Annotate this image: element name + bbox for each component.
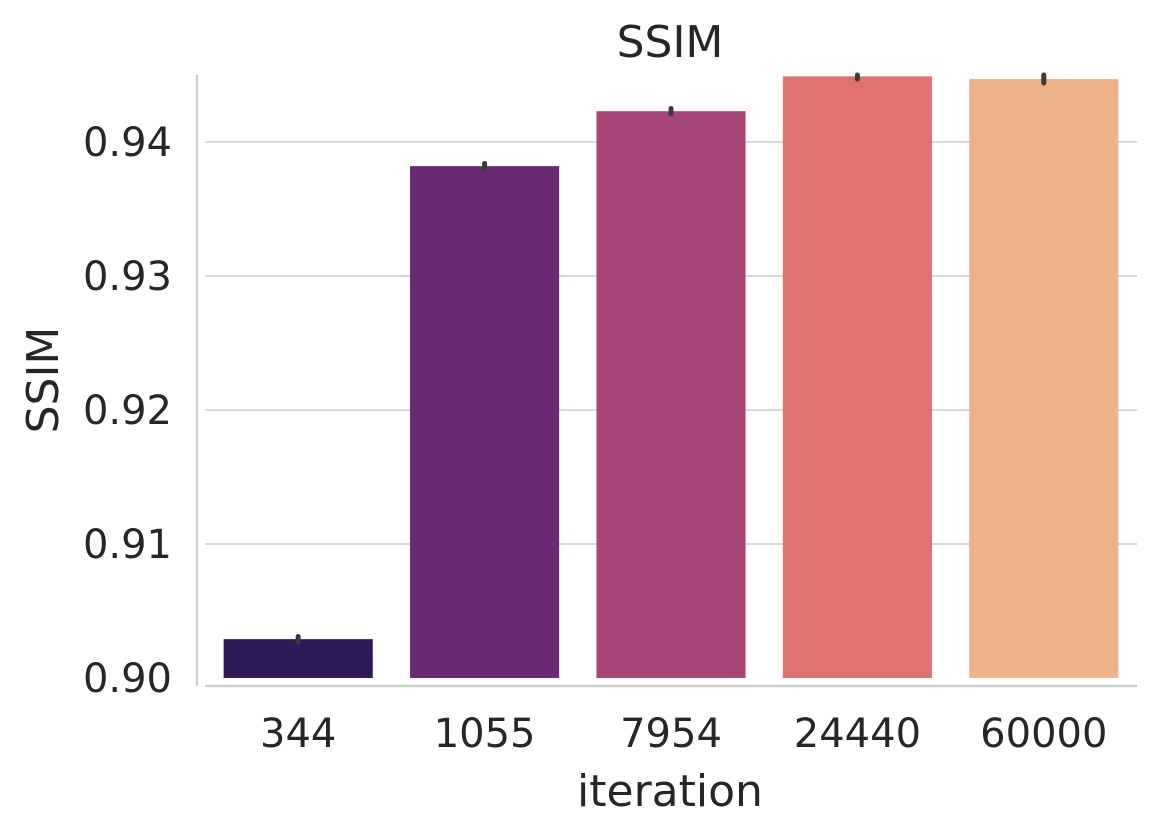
- x-tick-label-7954: 7954: [620, 711, 722, 757]
- x-axis-label: iteration: [577, 766, 763, 817]
- y-axis-label: SSIM: [18, 327, 69, 434]
- y-tick-labels: 0.90 0.91 0.92 0.93 0.94: [83, 120, 172, 702]
- y-tick-label-2: 0.92: [83, 388, 172, 434]
- bar-7954: [596, 111, 746, 679]
- x-tick-label-24440: 24440: [794, 711, 921, 757]
- error-bars: [295, 72, 1047, 645]
- bar-60000: [969, 79, 1119, 678]
- x-tick-label-344: 344: [260, 711, 336, 757]
- x-tick-label-60000: 60000: [980, 711, 1107, 757]
- bars: [223, 76, 1119, 679]
- y-tick-label-1: 0.91: [83, 522, 172, 568]
- y-tick-label-4: 0.94: [83, 120, 172, 166]
- bar-24440: [782, 76, 932, 679]
- y-tick-label-0: 0.90: [83, 656, 172, 702]
- x-tick-label-1055: 1055: [434, 711, 536, 757]
- bar-1055: [410, 166, 560, 678]
- chart-title: SSIM: [617, 17, 724, 68]
- y-tick-label-3: 0.93: [83, 254, 172, 300]
- x-tick-labels: 344 1055 7954 24440 60000: [260, 711, 1107, 757]
- bar-344: [223, 639, 373, 678]
